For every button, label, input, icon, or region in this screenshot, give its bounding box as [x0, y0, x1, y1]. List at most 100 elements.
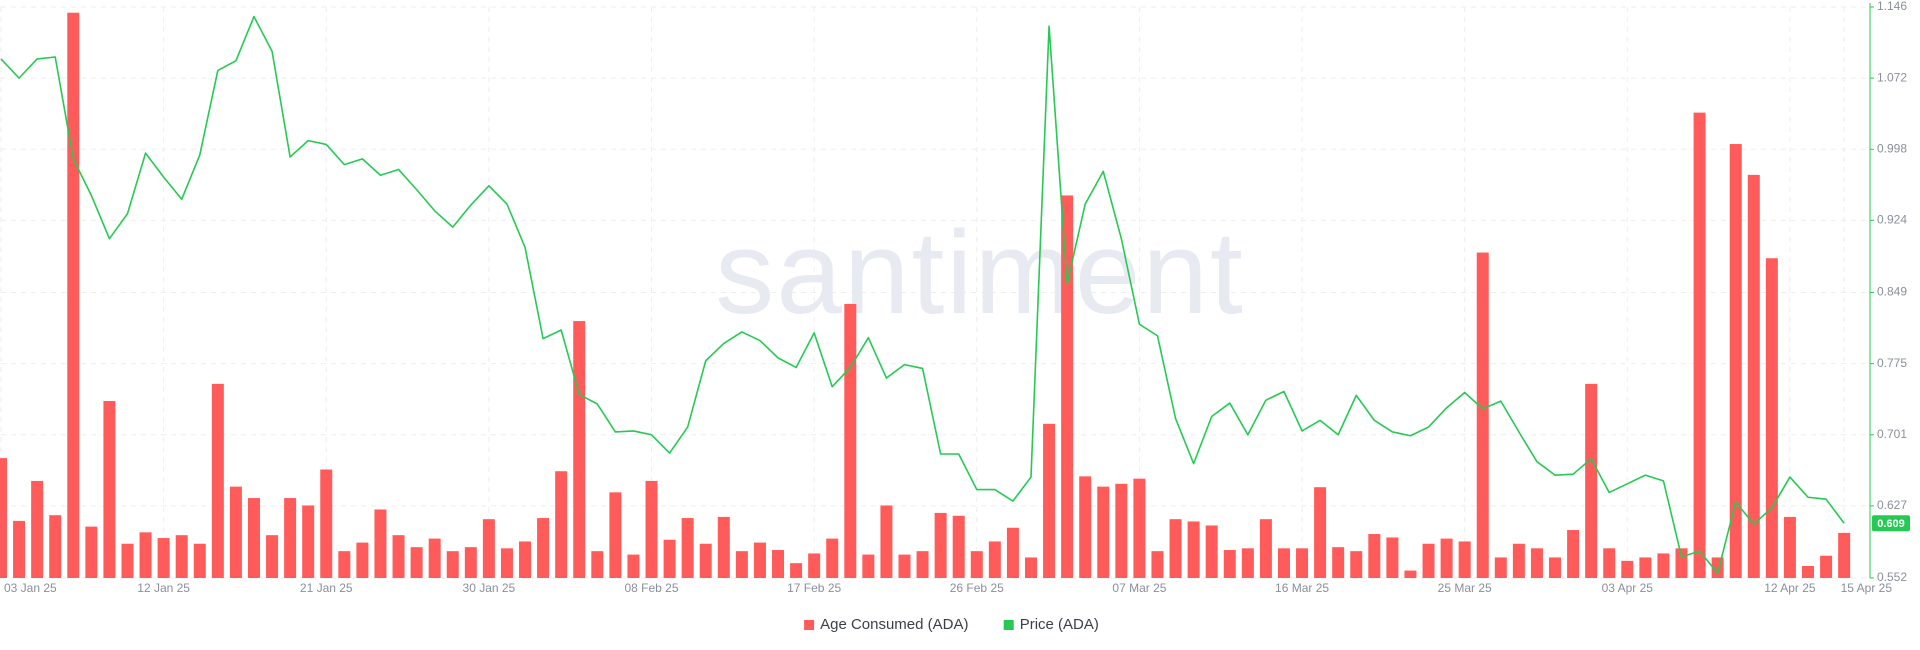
- bar: [537, 518, 550, 578]
- bar: [1296, 548, 1309, 578]
- bar: [103, 400, 116, 578]
- bar: [1314, 487, 1327, 578]
- x-tick-label: 03 Jan 25: [4, 581, 57, 595]
- bar: [934, 512, 947, 578]
- bar: [988, 541, 1001, 578]
- bar: [1404, 570, 1417, 578]
- bar: [1368, 534, 1381, 578]
- bar: [374, 509, 387, 578]
- bar: [1024, 557, 1037, 578]
- bar: [1115, 483, 1128, 578]
- bar: [247, 498, 260, 578]
- bar: [193, 543, 206, 578]
- bar: [13, 520, 26, 578]
- bar: [446, 551, 459, 578]
- bar: [1386, 537, 1399, 578]
- bar: [1603, 548, 1616, 578]
- bar: [49, 515, 62, 578]
- bar: [1332, 547, 1345, 578]
- bar: [1187, 521, 1200, 578]
- watermark: santiment: [715, 207, 1245, 339]
- bar: [1693, 112, 1706, 578]
- bar: [1530, 548, 1543, 578]
- x-tick-label: 07 Mar 25: [1112, 581, 1166, 595]
- legend-label: Price (ADA): [1020, 616, 1099, 633]
- bar: [1006, 527, 1019, 578]
- last-price-label: 0.609: [1877, 518, 1905, 530]
- bar: [1476, 252, 1489, 578]
- bar: [121, 543, 134, 578]
- bar: [609, 492, 622, 578]
- bar: [1639, 557, 1652, 578]
- bar: [681, 518, 694, 578]
- y2-tick-label: 0.701: [1877, 427, 1907, 441]
- bar: [31, 480, 44, 578]
- bar: [356, 542, 369, 578]
- legend-item[interactable]: Age Consumed (ADA): [804, 616, 969, 633]
- bar-layer: [0, 12, 1851, 579]
- bar: [1675, 548, 1688, 578]
- x-tick-label: 08 Feb 25: [624, 581, 678, 595]
- y2-tick-label: 0.552: [1877, 570, 1907, 584]
- bar: [464, 547, 477, 578]
- y2-tick-label: 1.146: [1877, 0, 1907, 13]
- bar: [1205, 525, 1218, 578]
- bar: [67, 12, 80, 578]
- legend-item[interactable]: Price (ADA): [1003, 616, 1099, 633]
- bar: [519, 541, 532, 578]
- bar: [175, 535, 188, 578]
- bar: [772, 550, 785, 578]
- bar: [410, 547, 423, 578]
- bar: [753, 542, 766, 578]
- bar: [1494, 557, 1507, 578]
- y2-tick-label: 0.998: [1877, 141, 1907, 155]
- bar: [790, 563, 803, 578]
- x-tick-label: 26 Feb 25: [950, 581, 1004, 595]
- x-tick-label: 30 Jan 25: [463, 581, 516, 595]
- bar: [428, 538, 441, 578]
- bar: [392, 535, 405, 578]
- legend-swatch: [1003, 620, 1014, 630]
- line-layer: [0, 15, 1845, 574]
- x-tick-label: 15 Apr 25: [1841, 581, 1893, 595]
- bar: [284, 498, 297, 578]
- bar: [1820, 555, 1833, 578]
- bar: [320, 469, 333, 578]
- price-line: [0, 15, 1845, 574]
- bar: [1151, 551, 1164, 578]
- bar: [266, 535, 279, 578]
- bar: [1097, 486, 1110, 578]
- bar: [808, 553, 821, 578]
- bar: [1802, 566, 1814, 578]
- bar: [500, 548, 513, 578]
- bar: [157, 538, 170, 578]
- bar: [1043, 423, 1056, 578]
- bar: [139, 532, 152, 578]
- bar: [1440, 538, 1453, 578]
- bar: [916, 551, 929, 578]
- bar: [1621, 560, 1634, 578]
- bar: [699, 543, 712, 578]
- x-tick-label: 17 Feb 25: [787, 581, 841, 595]
- bar: [1458, 541, 1471, 578]
- legend-swatch: [804, 620, 815, 630]
- bar: [1657, 553, 1670, 578]
- bar: [1585, 383, 1598, 578]
- bar: [211, 383, 224, 578]
- bar: [717, 516, 730, 578]
- bar: [1133, 478, 1146, 578]
- bar: [338, 551, 351, 578]
- last-price-badge: [1872, 515, 1910, 532]
- x-tick-label: 03 Apr 25: [1602, 581, 1654, 595]
- bar: [952, 515, 965, 578]
- bar: [85, 526, 98, 578]
- bar: [1765, 258, 1778, 578]
- bar: [735, 551, 748, 578]
- x-tick-label: 25 Mar 25: [1438, 581, 1492, 595]
- bar: [663, 539, 676, 578]
- bar: [1422, 543, 1435, 578]
- y2-tick-label: 1.072: [1877, 70, 1907, 84]
- bar: [1567, 530, 1580, 578]
